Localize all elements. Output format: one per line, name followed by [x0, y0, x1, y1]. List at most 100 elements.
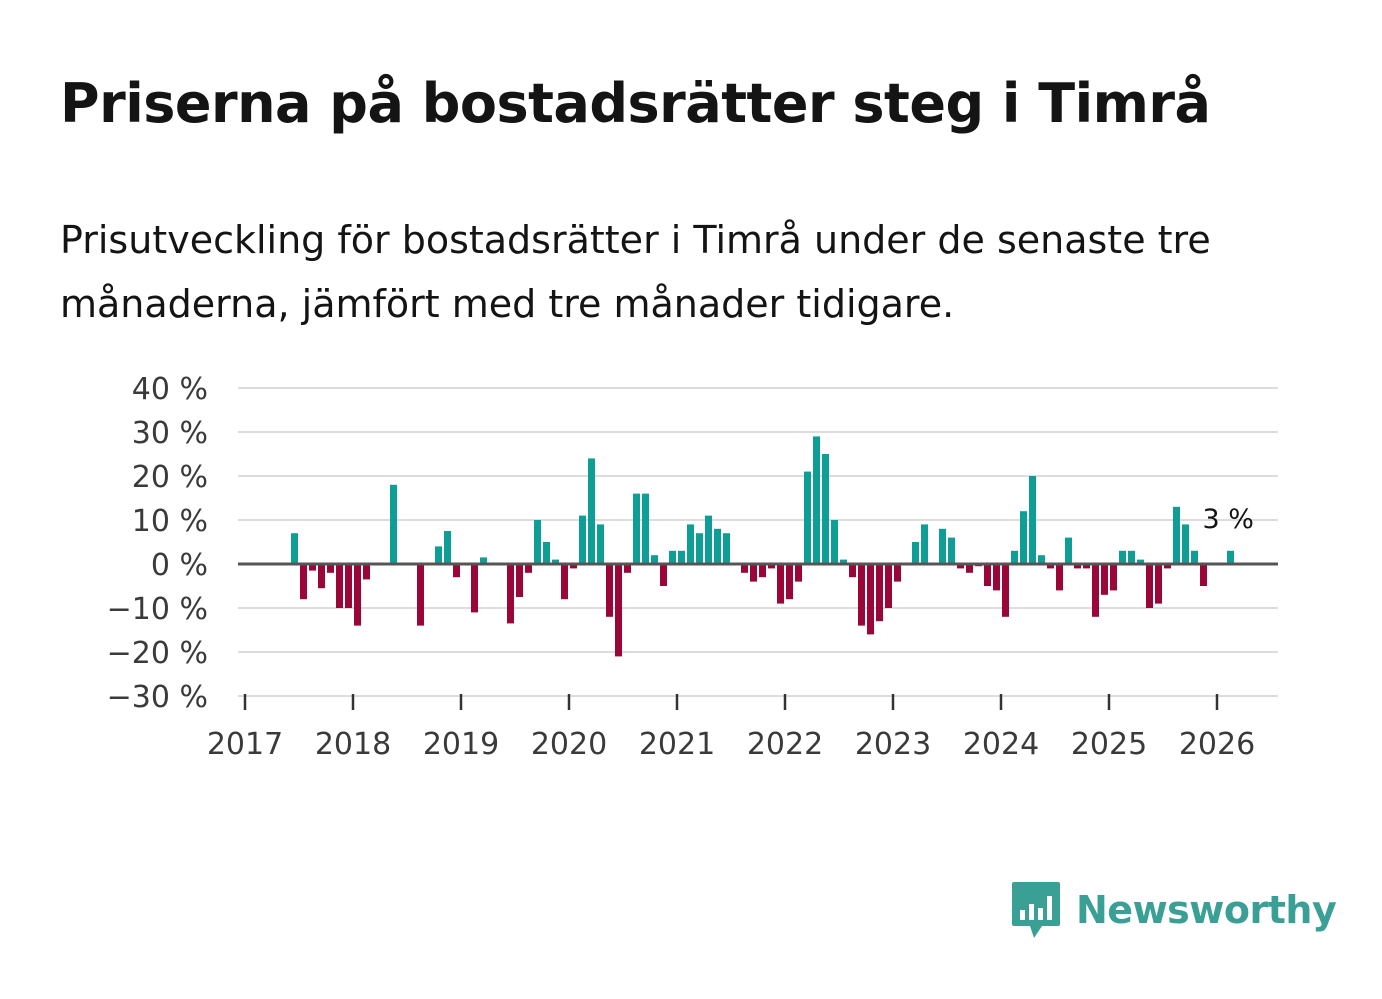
y-tick-label: 20 % [132, 460, 208, 495]
bar [605, 564, 614, 617]
bar [893, 564, 902, 582]
bar [524, 564, 533, 573]
bar [614, 564, 623, 657]
bar [290, 533, 299, 564]
bar [704, 515, 713, 564]
bar [812, 436, 821, 564]
bar [767, 564, 776, 569]
bar [317, 564, 326, 589]
bar [740, 564, 749, 573]
bar [596, 524, 605, 564]
bar [1046, 564, 1055, 569]
bar [1028, 476, 1037, 564]
bar [1118, 550, 1127, 564]
bar [326, 564, 335, 573]
x-tick-label: 2018 [315, 727, 391, 762]
bar [1199, 564, 1208, 586]
bar [785, 564, 794, 600]
x-axis: 2017 2018 2019 2020 2021 2022 2023 2024 2025 2026 [207, 694, 1278, 762]
bar [1100, 564, 1109, 595]
bar [659, 564, 668, 586]
bar [884, 564, 893, 608]
bar [650, 555, 659, 564]
bar [1019, 511, 1028, 564]
bar [632, 493, 641, 564]
bar [857, 564, 866, 626]
x-tick-label: 2022 [747, 727, 823, 762]
bar [1010, 550, 1019, 564]
newsworthy-logo-icon [1012, 882, 1060, 938]
bar [938, 528, 947, 564]
bar [1154, 564, 1163, 604]
bar [587, 458, 596, 564]
bar [992, 564, 1001, 591]
bar [416, 564, 425, 626]
bar [1001, 564, 1010, 617]
bar [362, 564, 371, 580]
bar [1109, 564, 1118, 591]
bar [1163, 564, 1172, 569]
bar [830, 520, 839, 564]
bar [677, 550, 686, 564]
bar [1226, 550, 1235, 564]
x-tick-label: 2017 [207, 727, 283, 762]
bar [353, 564, 362, 626]
x-tick-label: 2024 [963, 727, 1039, 762]
bar [335, 564, 344, 608]
bar [668, 550, 677, 564]
bar [1181, 524, 1190, 564]
bar [515, 564, 524, 597]
bar [623, 564, 632, 573]
x-tick-label: 2023 [855, 727, 931, 762]
bar [569, 564, 578, 569]
x-tick-label: 2021 [639, 727, 715, 762]
bar [1091, 564, 1100, 617]
bar [794, 564, 803, 582]
bar [551, 559, 560, 564]
bar [344, 564, 353, 608]
bar [911, 542, 920, 564]
chart-subtitle: Prisutveckling för bostadsrätter i Timrå… [60, 218, 1211, 326]
bar [434, 546, 443, 564]
bar [695, 533, 704, 564]
newsworthy-brand[interactable]: Newsworthy [1010, 878, 1337, 942]
bar [470, 564, 479, 613]
bar [965, 564, 974, 573]
bar [821, 454, 830, 564]
y-tick-label: 40 % [132, 372, 208, 407]
bar [686, 524, 695, 564]
y-axis-ticks: 40 % 30 % 20 % 10 % 0 % −10 % −20 % −30 % [107, 372, 208, 715]
chart-title: Priserna på bostadsrätter steg i Timrå [60, 72, 1211, 135]
bar [443, 531, 452, 564]
y-tick-label: 30 % [132, 416, 208, 451]
bar [722, 533, 731, 564]
bar [506, 564, 515, 624]
y-tick-label: −10 % [107, 592, 208, 627]
bar [839, 559, 848, 564]
bars [290, 436, 1235, 657]
x-tick-label: 2025 [1071, 727, 1147, 762]
bar [1190, 550, 1199, 564]
y-tick-label: −20 % [107, 636, 208, 671]
bar [533, 520, 542, 564]
x-tick-label: 2019 [423, 727, 499, 762]
bar [1082, 564, 1091, 569]
bar [1127, 550, 1136, 564]
bar [956, 564, 965, 569]
brand-name: Newsworthy [1076, 888, 1337, 932]
bar [947, 537, 956, 564]
y-tick-label: 10 % [132, 504, 208, 539]
bar [1145, 564, 1154, 608]
bar [848, 564, 857, 578]
bar [875, 564, 884, 622]
bar [578, 515, 587, 564]
y-tick-label: −30 % [107, 680, 208, 715]
x-tick-label: 2020 [531, 727, 607, 762]
bar [1037, 555, 1046, 564]
bar [1136, 559, 1145, 564]
bar [1055, 564, 1064, 591]
bar [452, 564, 461, 578]
x-tick-label: 2026 [1179, 727, 1255, 762]
bar [542, 542, 551, 564]
bar [479, 557, 488, 564]
